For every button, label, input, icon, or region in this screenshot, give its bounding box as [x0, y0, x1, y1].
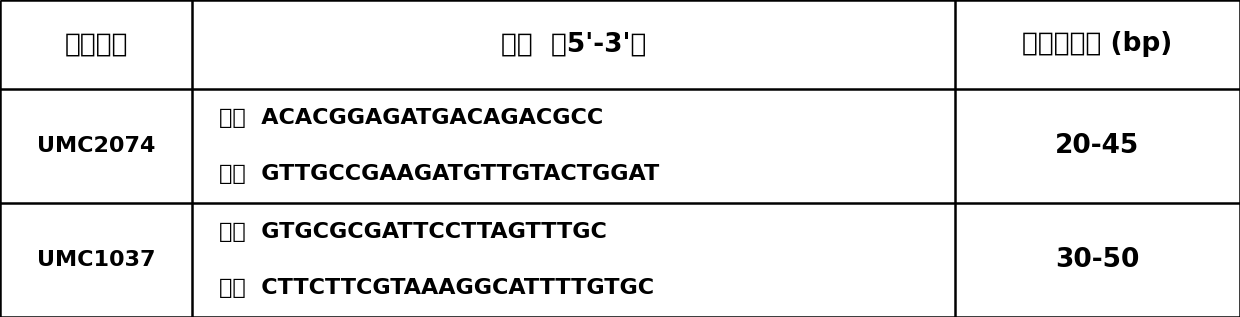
Text: 反向  GTTGCCGAAGATGTTGTACTGGAT: 反向 GTTGCCGAAGATGTTGTACTGGAT [219, 164, 660, 184]
Text: UMC1037: UMC1037 [37, 250, 155, 270]
Text: 正向  ACACGGAGATGACAGACGCC: 正向 ACACGGAGATGACAGACGCC [219, 108, 604, 128]
Text: 正向  GTGCGCGATTCCTTAGTTTGC: 正向 GTGCGCGATTCCTTAGTTTGC [219, 222, 608, 242]
Text: 反向  CTTCTTCGTAAAGGCATTTTGTGC: 反向 CTTCTTCGTAAAGGCATTTTGTGC [219, 278, 655, 298]
Text: 30-50: 30-50 [1055, 247, 1140, 273]
Text: 20-45: 20-45 [1055, 133, 1140, 159]
Text: 序列  （5'-3'）: 序列 （5'-3'） [501, 31, 646, 57]
Text: UMC2074: UMC2074 [37, 136, 155, 156]
Text: 引物名称: 引物名称 [64, 31, 128, 57]
Text: 扩增片段大 (bp): 扩增片段大 (bp) [1022, 31, 1173, 57]
